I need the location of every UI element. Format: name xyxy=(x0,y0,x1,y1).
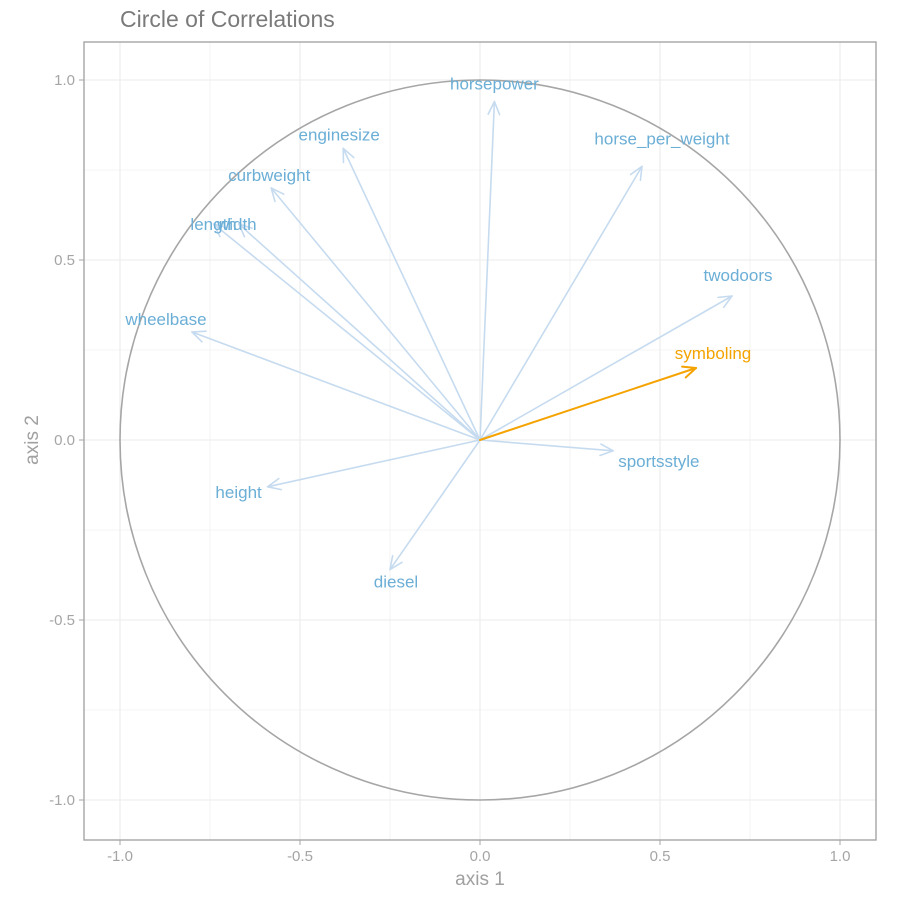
vector-arrowhead xyxy=(191,330,207,343)
vector-width: width xyxy=(216,215,481,441)
vector-arrowhead xyxy=(238,223,253,238)
vector-label: symboling xyxy=(675,344,752,363)
vector-horsepower: horsepower xyxy=(450,75,539,441)
vector-line xyxy=(212,223,481,441)
vector-label: horse_per_weight xyxy=(594,129,729,148)
vector-line xyxy=(266,439,481,488)
vector-arrowhead xyxy=(266,477,283,491)
vector-length: length xyxy=(190,215,481,441)
vector-label: wheelbase xyxy=(124,310,206,329)
vector-enginesize: enginesize xyxy=(299,125,481,441)
unit-circle xyxy=(119,79,841,801)
vector-label: length xyxy=(190,215,236,234)
vector-line xyxy=(479,100,496,441)
vector-label: width xyxy=(216,215,257,234)
y-axis-title: axis 2 xyxy=(22,415,43,465)
vector-arrowhead xyxy=(629,165,643,182)
x-tick-label: -0.5 xyxy=(287,848,313,865)
vector-line xyxy=(270,187,481,441)
vector-twodoors: twodoors xyxy=(479,266,773,441)
vector-line xyxy=(479,165,643,441)
vector-arrowhead xyxy=(487,100,501,116)
vector-arrowhead xyxy=(389,555,403,571)
vector-label: horsepower xyxy=(450,75,539,94)
vector-line xyxy=(238,223,481,441)
vectors: horsepower enginesize horse_per_weightcurb… xyxy=(124,75,772,592)
vector-curbweight: curbweight xyxy=(228,166,481,441)
x-tick-label: 0.5 xyxy=(650,848,671,865)
y-tick-label: -1.0 xyxy=(49,792,75,809)
vector-label: height xyxy=(215,483,262,502)
vector-line xyxy=(479,295,733,441)
x-axis-title: axis 1 xyxy=(455,869,505,890)
vector-label: curbweight xyxy=(228,166,310,185)
vector-label: sportsstyle xyxy=(618,452,699,471)
y-tick-label: 1.0 xyxy=(54,72,75,89)
vector-line xyxy=(479,367,697,441)
x-tick-label: -1.0 xyxy=(107,848,133,865)
vector-arrowhead xyxy=(717,295,733,309)
vector-label: diesel xyxy=(374,573,418,592)
vector-line xyxy=(389,439,481,571)
vector-arrowhead xyxy=(681,365,697,379)
vector-label: twodoors xyxy=(704,266,773,285)
x-tick-label: 0.0 xyxy=(470,848,491,865)
axis-ticks: -1.0 -0.5 0.0 0.5 1.0 -1.0 -0.5 0.0 0.5 1.0 xyxy=(49,72,850,865)
vector-line xyxy=(479,439,615,452)
vector-sportsstyle: sportsstyle xyxy=(479,439,699,471)
vector-line xyxy=(191,331,481,441)
vector-arrowhead xyxy=(599,443,615,457)
y-tick-label: 0.0 xyxy=(54,432,75,449)
vector-symboling: symboling xyxy=(479,344,752,441)
vector-wheelbase: wheelbase xyxy=(124,310,481,441)
chart-title: Circle of Correlations xyxy=(120,6,335,32)
y-tick-label: 0.5 xyxy=(54,252,75,269)
vector-arrowhead xyxy=(342,147,355,164)
y-tick-label: -0.5 xyxy=(49,612,75,629)
vector-arrowhead xyxy=(212,223,228,238)
vector-horse-per-weight: horse_per_weight xyxy=(479,129,730,441)
vector-height: height xyxy=(215,439,481,502)
vector-line xyxy=(342,147,481,441)
vector-label: enginesize xyxy=(299,125,380,144)
vector-arrowhead xyxy=(270,187,285,203)
x-tick-label: 1.0 xyxy=(830,848,851,865)
vector-diesel: diesel xyxy=(374,439,481,592)
